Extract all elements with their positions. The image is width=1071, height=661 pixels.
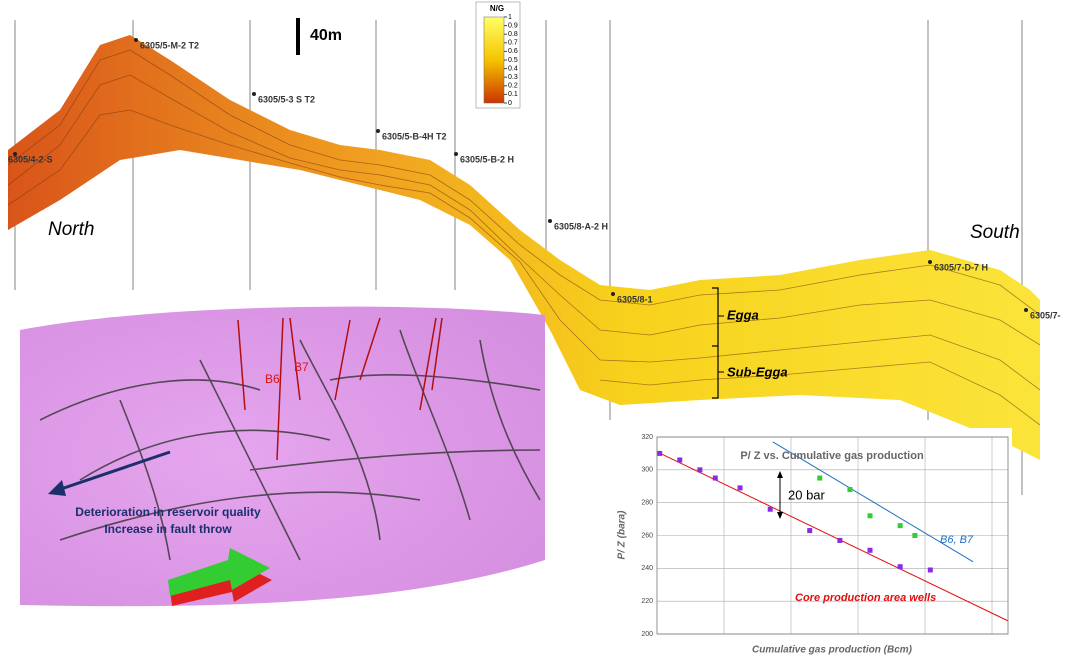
y-tick-label: 300 [641,467,653,474]
scale-label: 40m [310,27,342,44]
well-label: 6305/7-D-7 H [934,262,988,272]
well-label: 6305/8-A-2 H [554,221,608,231]
well-top [252,92,256,96]
point [738,485,743,490]
figure: 40m North South 6305/4-2-S 6305/5-M-2 T2 6… [0,0,1071,661]
colorbar-tick-label: 0.6 [508,48,518,55]
well-label: 6305/5-3 S T2 [258,94,315,104]
chart-title: P/ Z vs. Cumulative gas production [740,450,924,462]
y-tick-label: 260 [641,532,653,539]
colorbar-tick-label: 0 [508,100,512,107]
map-note: Deterioration in reservoir quality [75,505,261,519]
y-tick-label: 280 [641,500,653,507]
point [868,513,873,518]
colorbar-tick-label: 0.4 [508,65,518,72]
y-tick-label: 220 [641,598,653,605]
well-tag: B6 [265,372,280,386]
colorbar-tick-label: 0.1 [508,91,518,98]
colorbar-tick-label: 0.2 [508,83,518,90]
well-top [1024,308,1028,312]
well-top [376,129,380,133]
point [807,528,812,533]
point [817,476,822,481]
colorbar-tick-label: 0.8 [508,31,518,38]
point [847,487,852,492]
well-label: 6305/5-B-2 H [460,154,514,164]
well-top [134,38,138,42]
well-label: 6305/4-2-S [8,154,53,164]
inset-chart: 200 220 240 260 280 300 320 B6, B7 Core producti… [612,428,1012,660]
zone-label: Sub-Egga [727,364,788,379]
point [768,507,773,512]
trend-label: Core production area wells [795,592,936,604]
colorbar-tick-label: 1 [508,14,512,21]
x-axis-label: Cumulative gas production (Bcm) [752,645,913,656]
y-tick-label: 200 [641,631,653,638]
colorbar-title: N/G [490,4,504,13]
fault-map: B6 B7 Deterioration in reservoir quality… [20,307,545,607]
well-label: 6305/5-M-2 T2 [140,40,199,50]
colorbar-tick-label: 0.9 [508,22,518,29]
well-label: 6305/7- [1030,310,1061,320]
y-tick-label: 240 [641,565,653,572]
zone-label: Egga [727,307,759,322]
well-top [611,292,615,296]
point [928,567,933,572]
colorbar-tick-label: 0.7 [508,40,518,47]
north-label: North [48,219,94,240]
colorbar-tick-label: 0.5 [508,57,518,64]
well-tag: B7 [294,360,309,374]
map-note: Increase in fault throw [104,522,232,536]
well-top [454,152,458,156]
well-label: 6305/8-1 [617,294,653,304]
colorbar-tick-label: 0.3 [508,74,518,81]
annotation: 20 bar [788,487,826,502]
well-label: 6305/5-B-4H T2 [382,131,447,141]
trend-label: B6, B7 [940,534,974,546]
point [837,538,842,543]
point [868,548,873,553]
point [713,476,718,481]
south-label: South [970,222,1020,243]
point [657,451,662,456]
point [898,523,903,528]
point [898,564,903,569]
point [697,467,702,472]
point [912,533,917,538]
y-tick-label: 320 [641,434,653,441]
point [677,457,682,462]
well-top [928,260,932,264]
y-axis-label: P/ Z (bara) [617,510,628,560]
well-top [548,219,552,223]
